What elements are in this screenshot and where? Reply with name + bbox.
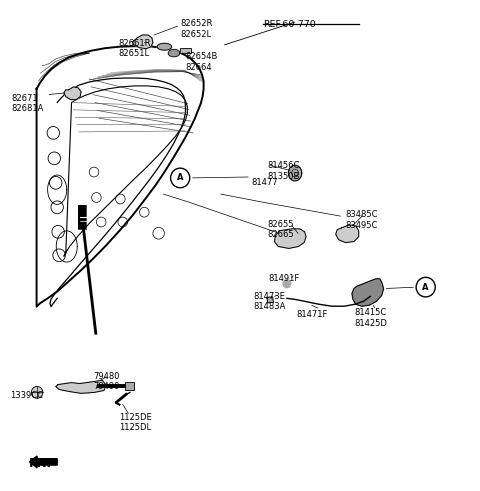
Polygon shape (283, 280, 291, 288)
Polygon shape (132, 35, 153, 49)
Text: 79480
79490: 79480 79490 (93, 372, 120, 391)
Polygon shape (78, 205, 86, 229)
Text: 1125DE
1125DL: 1125DE 1125DL (120, 413, 152, 433)
Text: 81456C
81350B: 81456C 81350B (268, 161, 300, 181)
Text: 82661R
82651L: 82661R 82651L (118, 39, 150, 58)
Polygon shape (168, 50, 180, 57)
Text: 82655
82665: 82655 82665 (268, 219, 294, 239)
Text: 81477: 81477 (251, 178, 277, 187)
Text: 1339CC: 1339CC (10, 391, 43, 400)
Polygon shape (82, 229, 97, 334)
Text: 82652R
82652L: 82652R 82652L (180, 19, 213, 39)
Polygon shape (352, 279, 384, 306)
Text: REF.60-770: REF.60-770 (263, 20, 316, 29)
Polygon shape (336, 225, 359, 243)
Text: FR.: FR. (28, 457, 51, 470)
Text: 82654B
82664: 82654B 82664 (185, 52, 217, 72)
Text: 83485C
83495C: 83485C 83495C (345, 210, 378, 230)
Polygon shape (56, 380, 106, 393)
Text: 81473E
81483A: 81473E 81483A (253, 292, 286, 311)
FancyArrow shape (29, 456, 57, 468)
Polygon shape (157, 43, 171, 50)
Circle shape (31, 386, 43, 398)
Bar (180, 48, 191, 53)
Polygon shape (267, 297, 274, 303)
Text: 81415C
81425D: 81415C 81425D (354, 308, 387, 327)
Text: 81491F: 81491F (269, 274, 300, 283)
Text: A: A (422, 283, 429, 292)
Polygon shape (275, 229, 306, 248)
Text: A: A (177, 173, 183, 183)
Polygon shape (64, 87, 81, 100)
Bar (125, 382, 134, 390)
Text: 82671
82681A: 82671 82681A (11, 94, 44, 113)
Text: 81471F: 81471F (297, 310, 328, 319)
Polygon shape (288, 165, 302, 181)
